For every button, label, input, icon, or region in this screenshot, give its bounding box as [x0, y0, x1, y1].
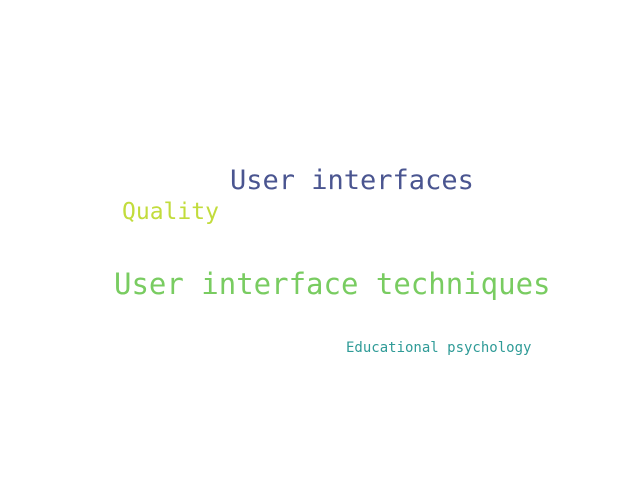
word-educational-psychology: Educational psychology [346, 340, 532, 356]
word-user-interfaces: User interfaces [230, 165, 474, 196]
word-quality: Quality [122, 199, 219, 225]
word-user-interface-techniques: User interface techniques [114, 267, 551, 301]
